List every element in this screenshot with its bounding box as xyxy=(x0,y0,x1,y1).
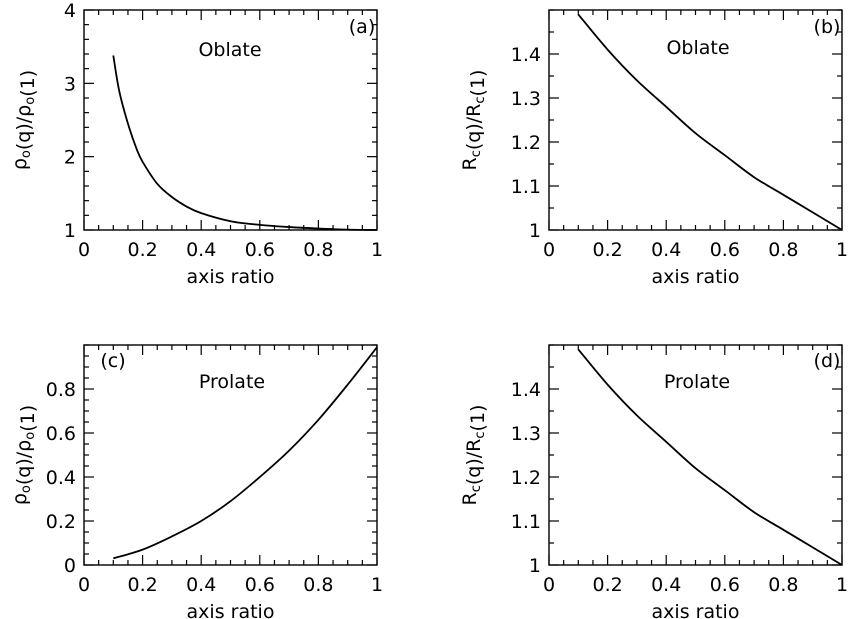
x-tick-label: 0.6 xyxy=(710,239,740,261)
panel-tag: (d) xyxy=(814,350,841,372)
y-axis-label: Rc(q)/Rc(1) xyxy=(459,405,489,506)
x-tick-label: 0.4 xyxy=(186,239,216,261)
x-tick-label: 0.8 xyxy=(303,574,333,596)
x-tick-label: 0.4 xyxy=(651,239,681,261)
y-tick-label: 1.2 xyxy=(511,467,541,489)
panel-d: 0 0.2 0.4 0.6 0.8 1 1 1.1 1.2 1.3 1.4 axis ratio Rc(… xyxy=(459,344,848,619)
y-tick-label: 1.1 xyxy=(511,511,541,533)
x-tick-label: 0.4 xyxy=(651,574,681,596)
x-tick-label: 0.6 xyxy=(245,239,275,261)
panel-tag: (b) xyxy=(814,16,841,38)
y-tick-label: 1 xyxy=(64,220,76,242)
x-tick-label: 0.8 xyxy=(303,239,333,261)
y-tick-label: 3 xyxy=(64,73,76,95)
y-tick-label: 0.8 xyxy=(46,379,76,401)
x-tick-label: 0 xyxy=(543,574,555,596)
panel-annotation: Oblate xyxy=(198,39,261,61)
y-axis-label: ρo(q)/ρo(1) xyxy=(9,405,39,505)
y-tick-label: 0.6 xyxy=(46,423,76,445)
y-tick-label: 2 xyxy=(64,147,76,169)
x-tick-label: 1 xyxy=(836,574,848,596)
y-tick-label: 0 xyxy=(64,555,76,577)
y-tick-label: 1.3 xyxy=(511,423,541,445)
x-tick-label: 0.6 xyxy=(710,574,740,596)
y-tick-label: 0.2 xyxy=(46,511,76,533)
x-tick-label: 1 xyxy=(371,574,383,596)
panel-c: 0 0.2 0.4 0.6 0.8 1 0 0.2 0.4 0.6 0.8 axis ratio ρo(… xyxy=(9,344,383,619)
x-tick-label: 0.8 xyxy=(768,239,798,261)
y-tick-label: 1.3 xyxy=(511,88,541,110)
x-tick-label: 0.8 xyxy=(768,574,798,596)
panel-a: 0 0.2 0.4 0.6 0.8 1 1 2 3 4 axis ratio ρo(q)/ρo(1) (… xyxy=(9,0,383,288)
series-line xyxy=(113,346,378,560)
x-tick-label: 0.2 xyxy=(127,574,157,596)
y-tick-label: 1 xyxy=(529,555,541,577)
series-line xyxy=(577,13,843,231)
y-tick-label: 0.4 xyxy=(46,467,76,489)
x-tick-label: 0 xyxy=(543,239,555,261)
series-line xyxy=(112,55,378,231)
x-axis-label: axis ratio xyxy=(652,266,740,288)
y-tick-label: 1.4 xyxy=(511,379,541,401)
x-tick-label: 0.6 xyxy=(245,574,275,596)
x-tick-label: 0 xyxy=(78,574,90,596)
x-tick-label: 0.2 xyxy=(127,239,157,261)
x-axis-label: axis ratio xyxy=(187,601,275,619)
panel-b: 0 0.2 0.4 0.6 0.8 1 1 1.1 1.2 1.3 1.4 axis ratio Rc(… xyxy=(459,9,848,288)
x-axis-label: axis ratio xyxy=(187,266,275,288)
panel-annotation: Prolate xyxy=(664,371,730,393)
panel-annotation: Oblate xyxy=(666,37,729,59)
x-axis-label: axis ratio xyxy=(652,601,740,619)
y-tick-label: 1.4 xyxy=(511,44,541,66)
x-tick-label: 1 xyxy=(371,239,383,261)
x-tick-label: 0.2 xyxy=(592,574,622,596)
panel-annotation: Prolate xyxy=(199,371,265,393)
y-tick-label: 1.1 xyxy=(511,176,541,198)
panel-tag: (a) xyxy=(349,16,375,38)
y-tick-label: 1 xyxy=(529,220,541,242)
x-tick-label: 0 xyxy=(78,239,90,261)
x-tick-label: 1 xyxy=(836,239,848,261)
y-tick-label: 4 xyxy=(64,0,76,22)
y-axis-label: Rc(q)/Rc(1) xyxy=(459,70,489,171)
panel-tag: (c) xyxy=(100,350,125,372)
x-tick-label: 0.2 xyxy=(592,239,622,261)
x-tick-label: 0.4 xyxy=(186,574,216,596)
y-axis-label: ρo(q)/ρo(1) xyxy=(9,70,39,170)
series-line xyxy=(577,348,843,566)
y-tick-label: 1.2 xyxy=(511,132,541,154)
